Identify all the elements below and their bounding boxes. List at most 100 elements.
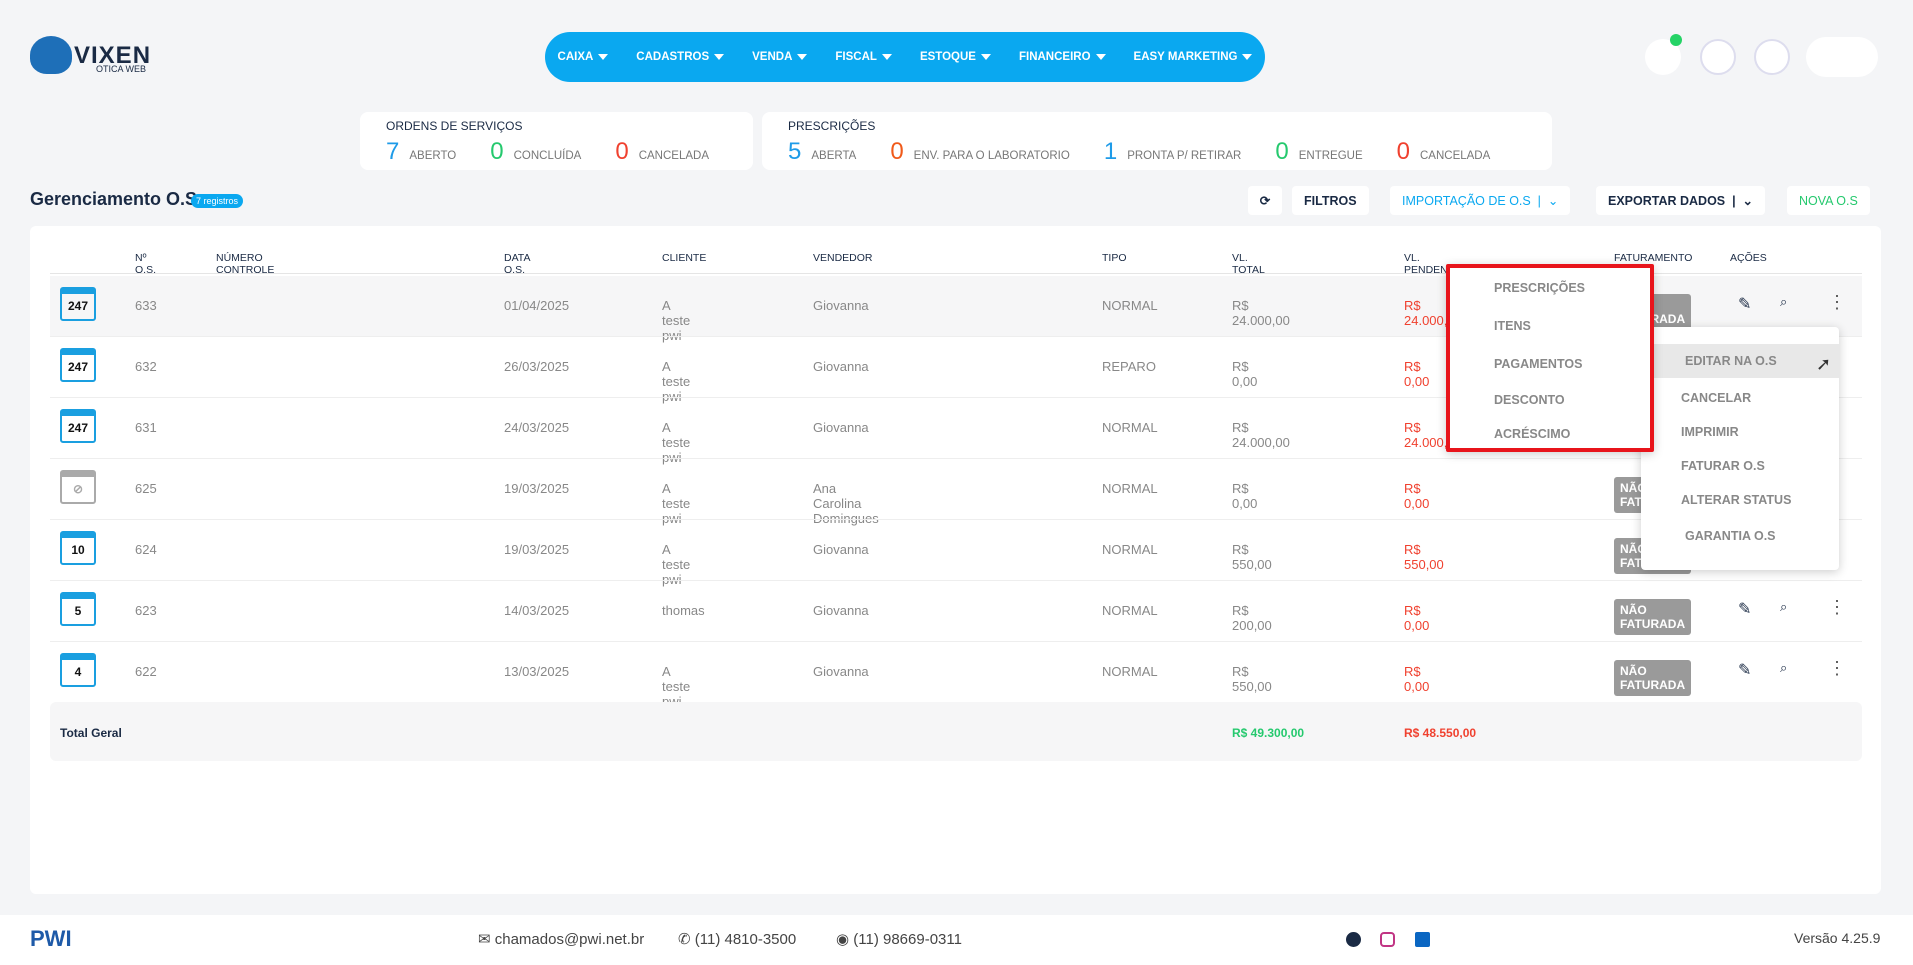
calendar-icon: 10 [60, 531, 96, 565]
submenu-item[interactable]: ITENS [1494, 319, 1531, 333]
cell-tipo: NORMAL [1102, 664, 1158, 679]
total-value: R$ 49.300,00 [1232, 726, 1305, 740]
edit-button[interactable]: ✎ [1738, 662, 1752, 679]
nav-item[interactable]: FINANCEIRO [1019, 51, 1106, 63]
summary-item: 1 PRONTA P/ RETIRAR [1104, 138, 1242, 166]
new-os-button[interactable]: NOVA O.S [1787, 186, 1870, 215]
cell-numero: 622 [135, 664, 157, 679]
submenu-item[interactable]: DESCONTO [1494, 393, 1565, 407]
cell-numero: 631 [135, 420, 157, 435]
cell-cliente: thomas [662, 603, 705, 618]
main-nav: CAIXA CADASTROS VENDA FISCAL ESTOQUE FINANCEI… [545, 32, 1265, 82]
more-button[interactable]: ⋮ [1828, 597, 1846, 617]
menu-item[interactable]: GARANTIA O.S [1685, 529, 1776, 543]
status-dot [1670, 34, 1682, 46]
row-divider [50, 519, 1862, 520]
row-divider [50, 580, 1862, 581]
cell-tipo: NORMAL [1102, 603, 1158, 618]
nav-item[interactable]: CAIXA [558, 51, 609, 63]
cell-vendedor: Ana Carolina Domingues [813, 481, 879, 526]
logo-sub: OTICA WEB [96, 64, 147, 74]
edit-button[interactable]: ✎ [1738, 296, 1752, 313]
filter-button[interactable]: FILTROS [1292, 186, 1369, 215]
row-divider [50, 458, 1862, 459]
calendar-icon: 247 [60, 287, 96, 321]
summary-item: 0 CANCELADA [615, 138, 709, 166]
cell-total: R$ 24.000,00 [1232, 298, 1290, 328]
row-divider [50, 336, 1862, 337]
column-header: VL. TOTAL [1232, 252, 1265, 276]
label: PRONTA P/ RETIRAR [1127, 150, 1242, 162]
cell-cliente: A teste pwi [662, 420, 691, 465]
cell-cliente: A teste pwi [662, 481, 691, 526]
summary-items: 7 ABERTO 0 CONCLUÍDA 0 CANCELADA [386, 138, 709, 166]
nav-item[interactable]: FISCAL [835, 51, 892, 63]
header-divider [50, 273, 1862, 274]
logo: VIXEN [74, 42, 152, 69]
calendar-icon: 247 [60, 409, 96, 443]
count: 0 [890, 138, 904, 165]
refresh-button[interactable]: ⟳ [1248, 186, 1282, 215]
facebook-icon[interactable] [1346, 932, 1361, 947]
view-button[interactable]: ⌕ [1780, 599, 1788, 614]
column-header: TIPO [1102, 252, 1127, 264]
edit-button[interactable]: ✎ [1738, 601, 1752, 618]
cell-tipo: NORMAL [1102, 481, 1158, 496]
more-button[interactable]: ⋮ [1828, 658, 1846, 678]
label: CANCELADA [1419, 150, 1491, 162]
menu-item[interactable]: IMPRIMIR [1681, 425, 1739, 439]
submenu-item[interactable]: PRESCRIÇÕES [1494, 281, 1585, 295]
nav-item[interactable]: EASY MARKETING [1134, 51, 1253, 63]
column-header: VENDEDOR [813, 252, 873, 264]
cell-data: 14/03/2025 [504, 603, 570, 618]
calendar-icon: 5 [60, 592, 96, 626]
nav-item[interactable]: VENDA [752, 51, 807, 63]
cell-vendedor: Giovanna [813, 664, 869, 679]
cell-numero: 624 [135, 542, 157, 557]
cell-cliente: A teste pwi [662, 359, 691, 404]
footer [0, 915, 1913, 965]
total-pending: R$ 48.550,00 [1404, 726, 1477, 740]
instagram-icon[interactable] [1380, 932, 1395, 947]
button-label: FILTROS [1304, 193, 1357, 208]
menu-item[interactable]: FATURAR O.S [1681, 459, 1765, 473]
support-icon[interactable] [1754, 39, 1790, 75]
nav-item[interactable]: CADASTROS [636, 51, 724, 63]
view-button[interactable]: ⌕ [1780, 660, 1788, 675]
cell-total: R$ 0,00 [1232, 359, 1258, 389]
cell-numero: 623 [135, 603, 157, 618]
cell-data: 19/03/2025 [504, 542, 570, 557]
total-label: Total Geral [60, 726, 122, 740]
export-button[interactable]: EXPORTAR DADOS | ⌄ [1596, 186, 1766, 215]
more-button[interactable]: ⋮ [1828, 292, 1846, 312]
bell-icon[interactable] [1700, 39, 1736, 75]
calendar-icon: 4 [60, 653, 96, 687]
phone: (11) 4810-3500 [694, 931, 797, 948]
menu-item[interactable]: ALTERAR STATUS [1681, 493, 1792, 507]
menu-item[interactable]: CANCELAR [1681, 391, 1752, 405]
fiscal-badge: NÃO FATURADA [1614, 660, 1692, 696]
submenu-item[interactable]: PAGAMENTOS [1494, 357, 1583, 371]
cell-data: 13/03/2025 [504, 664, 570, 679]
linkedin-icon[interactable] [1415, 932, 1430, 947]
version: Versão 4.25.9 [1794, 930, 1881, 946]
view-button[interactable]: ⌕ [1780, 294, 1788, 309]
cell-cliente: A teste pwi [662, 298, 691, 343]
cell-data: 19/03/2025 [504, 481, 570, 496]
cell-total: R$ 24.000,00 [1232, 420, 1290, 450]
label: ABERTA [811, 150, 857, 162]
cell-data: 24/03/2025 [504, 420, 570, 435]
summary-item: 0 CONCLUÍDA [490, 138, 581, 166]
column-header: DATA O.S. [504, 252, 530, 276]
summary-items: 5 ABERTA 0 ENV. PARA O LABORATORIO 1 PRONTA P… [788, 138, 1490, 166]
cursor: ➚ [1816, 354, 1832, 374]
menu-item[interactable]: EDITAR NA O.S [1641, 344, 1839, 378]
nav-item[interactable]: ESTOQUE [920, 51, 991, 63]
user-menu[interactable] [1806, 37, 1878, 77]
count: 5 [788, 138, 802, 165]
prescricoes-summary: PRESCRIÇÕES 5 ABERTA 0 ENV. PARA O LABORATOR… [762, 112, 1552, 170]
submenu-item[interactable]: ACRÉSCIMO [1494, 427, 1571, 441]
column-header: AÇÕES [1730, 252, 1767, 264]
import-button[interactable]: IMPORTAÇÃO DE O.S | ⌄ [1390, 186, 1571, 215]
page-title: Gerenciamento O.S [30, 189, 198, 209]
